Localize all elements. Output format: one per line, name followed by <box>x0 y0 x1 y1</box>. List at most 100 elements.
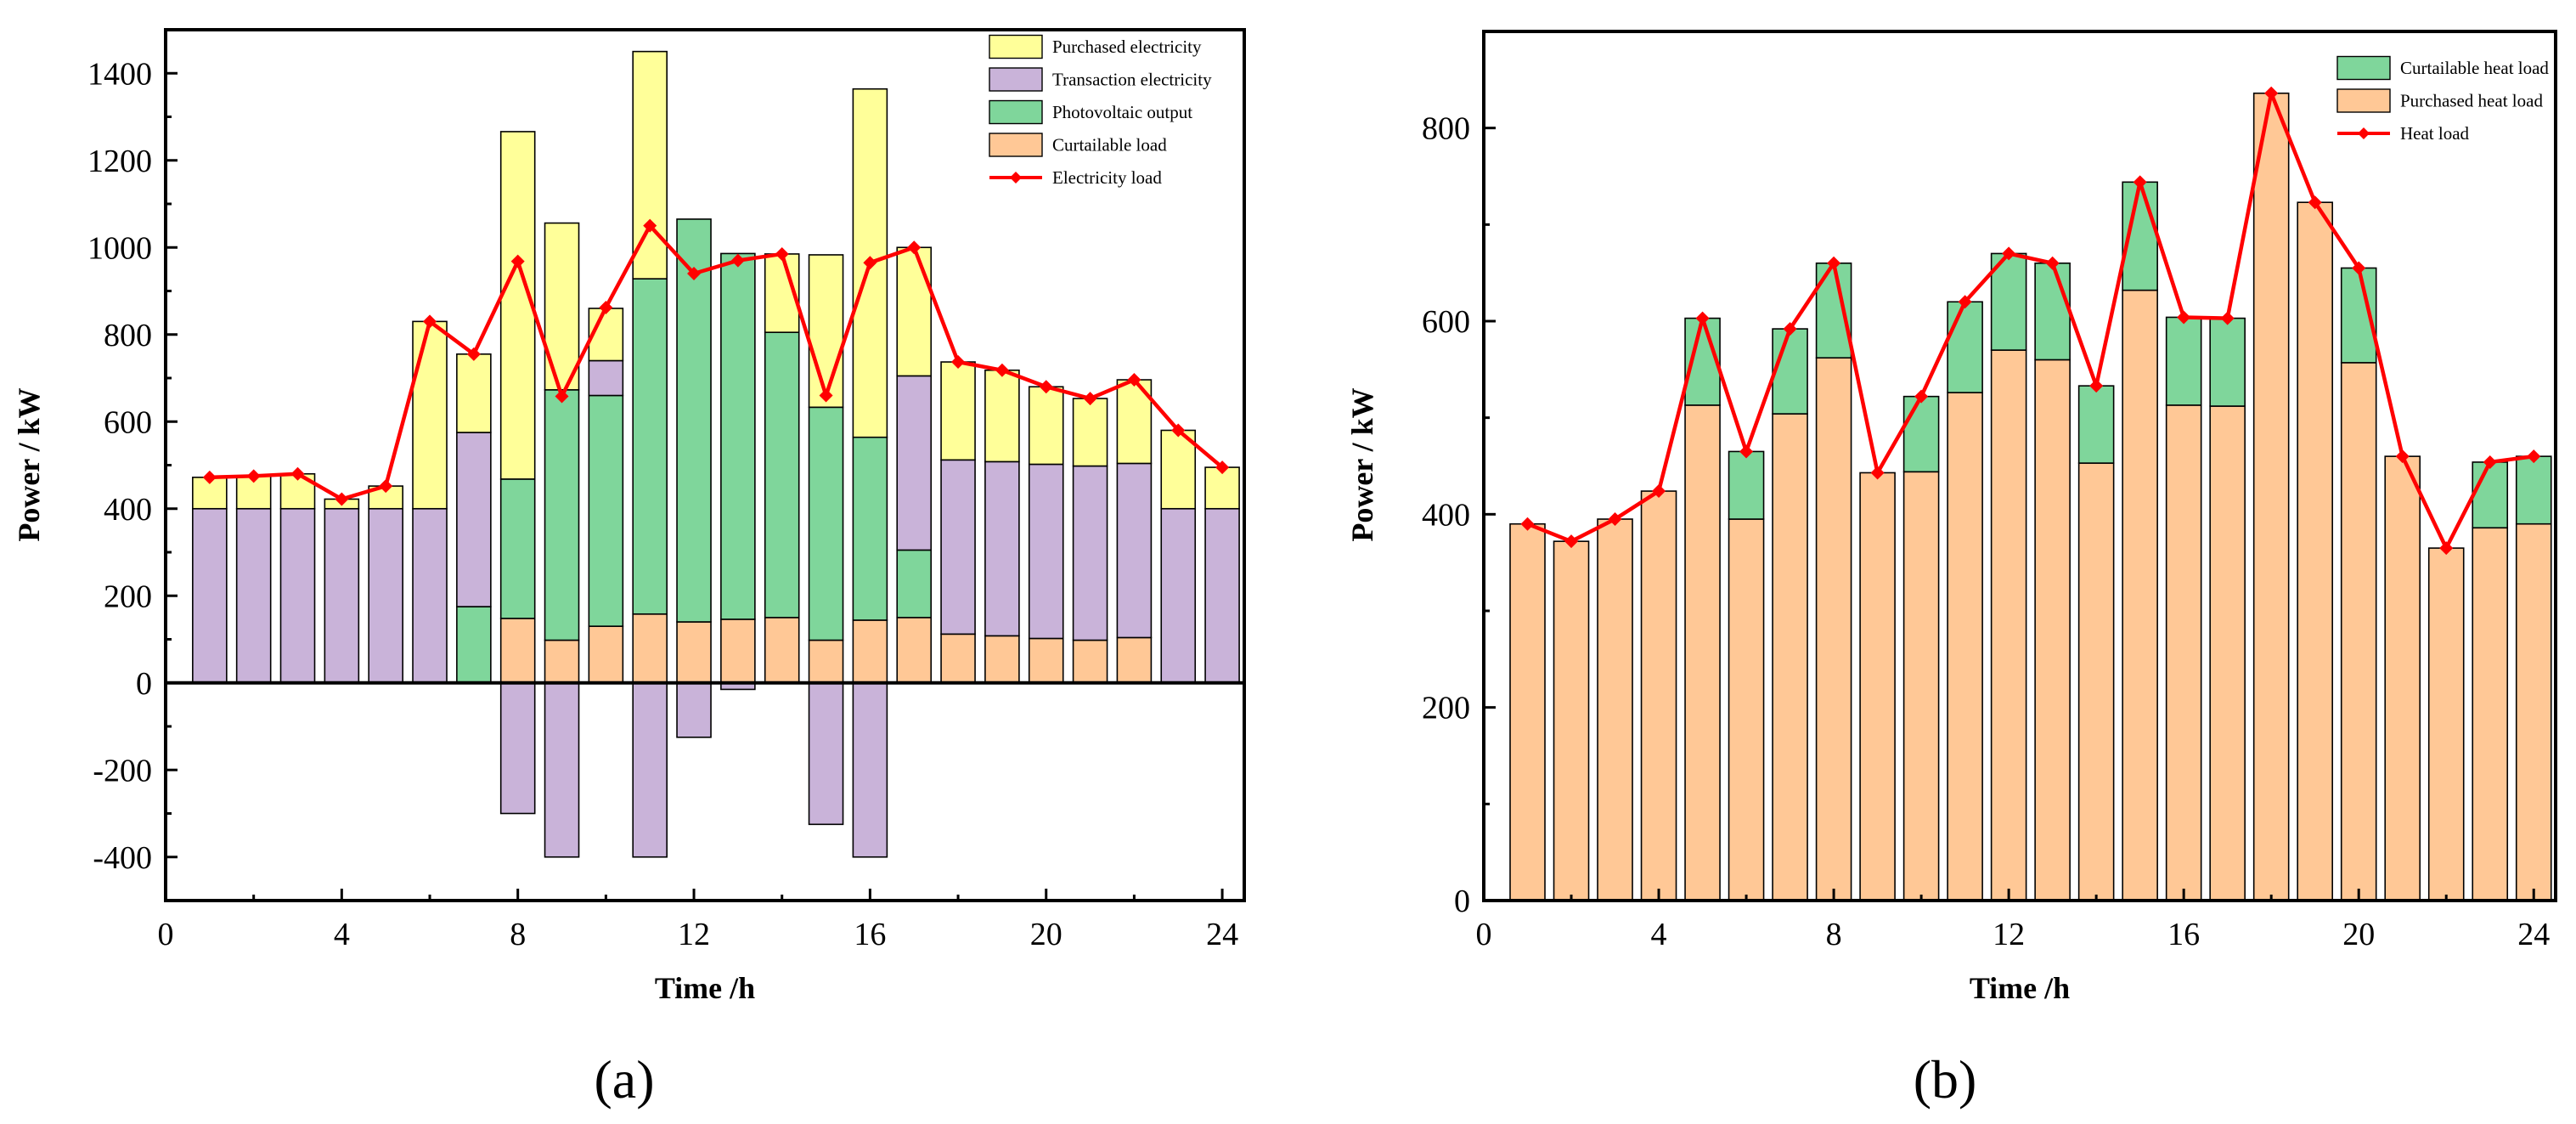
bar-curtailable-heat-load-6 <box>1728 450 1765 520</box>
bar-photovoltaic-output-8 <box>499 478 536 619</box>
bar-purchased-heat-load-18 <box>2252 92 2290 901</box>
bar-transaction-electricity-8 <box>499 681 536 815</box>
bar-purchased-heat-load-17 <box>2209 405 2246 901</box>
bar-curtailable-load-8 <box>499 618 536 684</box>
bar-curtailable-heat-load-7 <box>1772 328 1808 415</box>
legend-marker-electricity-load <box>1010 172 1022 184</box>
bar-transaction-electricity-16 <box>852 681 888 858</box>
chart-a-x-axis-title: Time /h <box>655 971 755 1005</box>
marker-electricity-load-24 <box>1215 460 1230 475</box>
marker-electricity-load-4 <box>335 492 349 506</box>
marker-heat-load-19 <box>2308 195 2322 210</box>
bar-purchased-heat-load-16 <box>2165 404 2202 901</box>
legend-label-purchased-heat-load: Purchased heat load <box>2400 91 2543 111</box>
bar-curtailable-heat-load-24 <box>2515 455 2552 525</box>
chart-b-y-axis-title: Power / kW <box>1345 387 1379 541</box>
marker-electricity-load-6 <box>423 314 437 329</box>
marker-electricity-load-13 <box>730 253 745 268</box>
marker-heat-load-1 <box>1520 517 1535 531</box>
bar-transaction-electricity-10 <box>588 359 624 397</box>
bar-transaction-electricity-19 <box>984 460 1020 637</box>
bar-curtailable-load-22 <box>1116 636 1153 684</box>
x-tick-label-20: 20 <box>1030 917 1063 952</box>
marker-electricity-load-16 <box>863 256 877 270</box>
marker-heat-load-21 <box>2395 449 2410 464</box>
bar-transaction-electricity-4 <box>324 507 360 684</box>
y-tick-label-1200: 1200 <box>87 144 152 179</box>
marker-electricity-load-14 <box>775 246 789 261</box>
bar-purchased-heat-load-6 <box>1728 518 1765 901</box>
line-heat-load <box>1526 91 2534 551</box>
x-tick-label-4: 4 <box>1651 917 1667 952</box>
bar-transaction-electricity-22 <box>1116 462 1153 639</box>
bar-purchased-heat-load-12 <box>1990 349 2027 901</box>
bar-purchased-heat-load-1 <box>1509 522 1546 901</box>
bar-curtailable-load-15 <box>808 639 844 684</box>
x-tick-label-24: 24 <box>2517 917 2550 952</box>
legend-label-photovoltaic-output: Photovoltaic output <box>1052 102 1192 122</box>
bar-curtailable-load-13 <box>720 618 756 684</box>
bar-photovoltaic-output-12 <box>676 218 712 623</box>
bar-transaction-electricity-2 <box>235 507 272 684</box>
bar-photovoltaic-output-10 <box>588 394 624 627</box>
bar-transaction-electricity-20 <box>1028 463 1064 640</box>
x-tick-label-12: 12 <box>678 917 710 952</box>
bar-photovoltaic-output-9 <box>544 389 580 641</box>
marker-electricity-load-17 <box>907 240 922 255</box>
marker-heat-load-9 <box>1870 466 1885 480</box>
marker-electricity-load-2 <box>246 469 261 483</box>
marker-electricity-load-3 <box>290 466 305 481</box>
y-tick-label-600: 600 <box>104 404 152 440</box>
legend-swatch-curtailable-load <box>989 133 1043 157</box>
bar-curtailable-load-16 <box>852 619 888 684</box>
bar-transaction-electricity-17 <box>896 375 933 551</box>
bar-purchased-heat-load-19 <box>2297 201 2333 901</box>
bar-purchased-electricity-19 <box>984 369 1020 463</box>
bar-purchased-heat-load-2 <box>1553 540 1590 901</box>
chart-a-ticks: 0 4 8 12 16 20 24 -400 -200 0 200 400 600 800 1000 1200… <box>87 28 1238 952</box>
bar-curtailable-load-20 <box>1028 637 1064 684</box>
bar-purchased-heat-load-3 <box>1597 518 1633 901</box>
marker-electricity-load-8 <box>510 254 525 268</box>
bar-photovoltaic-output-15 <box>808 406 844 641</box>
bar-transaction-electricity-7 <box>456 432 492 607</box>
bar-transaction-electricity-1 <box>192 507 228 684</box>
bar-purchased-heat-load-5 <box>1684 404 1721 901</box>
bar-transaction-electricity-15 <box>808 681 844 826</box>
bar-purchased-heat-load-10 <box>1902 471 1940 901</box>
marker-heat-load-10 <box>1914 389 1929 404</box>
marker-electricity-load-21 <box>1083 392 1097 406</box>
panel-label-b: (b) <box>1914 1049 1977 1110</box>
legend-swatch-purchased-heat-load <box>2336 88 2391 113</box>
bar-curtailable-heat-load-11 <box>1947 301 1983 393</box>
x-tick-label-0: 0 <box>1476 917 1492 952</box>
marker-heat-load-2 <box>1564 534 1579 549</box>
bar-photovoltaic-output-7 <box>456 606 492 684</box>
marker-electricity-load-7 <box>466 347 481 361</box>
bar-purchased-heat-load-21 <box>2384 455 2421 901</box>
bar-purchased-heat-load-9 <box>1859 472 1896 901</box>
legend-label-curtailable-load: Curtailable load <box>1052 135 1167 155</box>
legend-swatch-transaction-electricity <box>989 67 1043 92</box>
bar-purchased-heat-load-15 <box>2122 289 2158 901</box>
y-tick-label-0: 0 <box>1454 884 1470 919</box>
marker-heat-load-23 <box>2483 455 2497 469</box>
bar-photovoltaic-output-17 <box>896 549 933 618</box>
bar-curtailable-heat-load-17 <box>2209 317 2246 407</box>
x-tick-label-16: 16 <box>2167 917 2200 952</box>
marker-heat-load-16 <box>2177 310 2191 325</box>
marker-heat-load-15 <box>2133 175 2147 189</box>
bar-transaction-electricity-21 <box>1072 465 1108 641</box>
marker-heat-load-3 <box>1608 512 1622 527</box>
chart-b-legend: Curtailable heat load Purchased heat load… <box>2336 55 2549 144</box>
bar-purchased-electricity-18 <box>940 361 976 461</box>
bar-purchased-heat-load-14 <box>2077 462 2115 901</box>
bar-curtailable-heat-load-12 <box>1990 252 2027 351</box>
chart-b: 0 4 8 12 16 20 24 0 200 400 600 800 Time /h Power /… <box>1345 30 2557 1110</box>
line-electricity-load <box>209 223 1224 501</box>
y-tick-label-0: 0 <box>136 666 152 702</box>
marker-electricity-load-12 <box>687 267 702 280</box>
legend-swatch-photovoltaic-output <box>989 99 1043 125</box>
bar-purchased-heat-load-8 <box>1815 357 1852 901</box>
